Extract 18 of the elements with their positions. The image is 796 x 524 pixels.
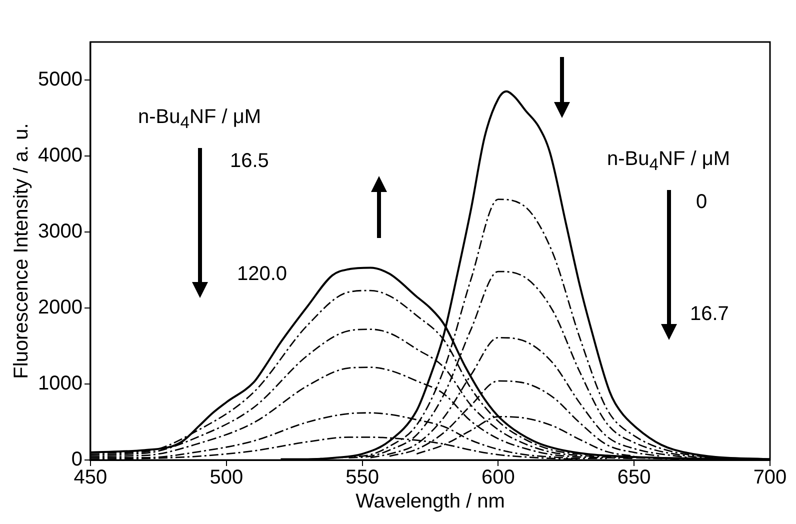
- x-tick-label: 500: [210, 466, 244, 489]
- annotation: n-Bu$_{4}$NF / μM: [138, 106, 262, 133]
- annotation: 16.5: [230, 150, 269, 173]
- y-tick-label: 2000: [38, 296, 82, 319]
- x-tick-label: 550: [346, 466, 379, 489]
- annotation: 16.7: [690, 303, 729, 326]
- y-axis-title: Fluorescence Intensity / a. u.: [10, 123, 33, 379]
- x-tick-label: 700: [753, 466, 787, 489]
- annotation: 0: [696, 191, 708, 214]
- y-tick-label: 4000: [38, 144, 82, 167]
- y-tick-label: 3000: [38, 220, 82, 243]
- y-tick-label: 1000: [38, 372, 82, 395]
- annotation: 120.0: [237, 263, 288, 286]
- x-tick-label: 600: [482, 466, 515, 489]
- y-tick-label: 5000: [38, 68, 82, 91]
- x-axis-title: Wavelength / nm: [356, 490, 505, 513]
- annotation: n-Bu$_{4}$NF / μM: [607, 148, 730, 175]
- x-tick-label: 650: [617, 466, 651, 489]
